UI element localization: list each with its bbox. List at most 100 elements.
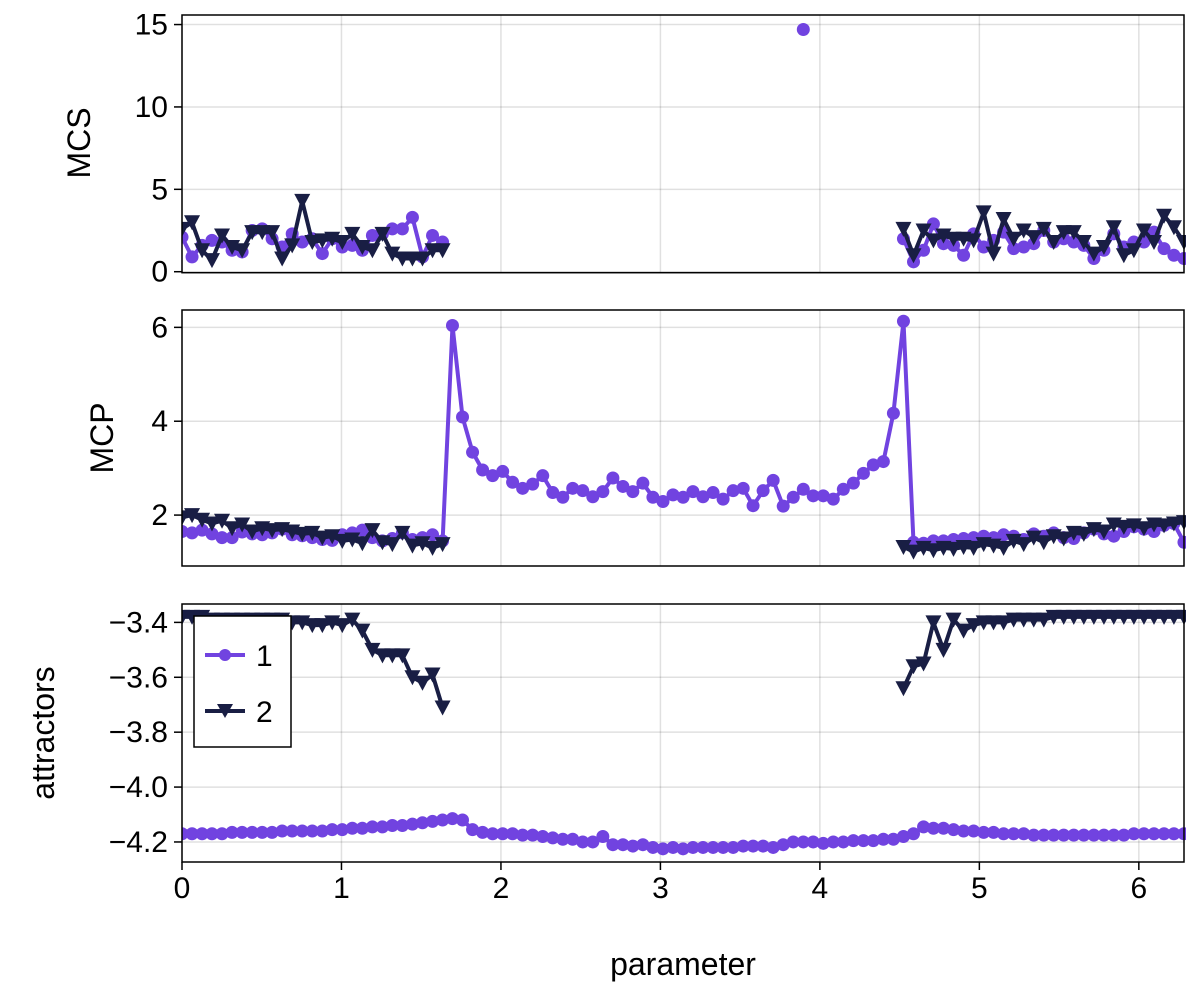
data-point-series-1 (466, 823, 480, 837)
data-point-series-2 (304, 618, 321, 634)
data-point-series-1 (856, 834, 870, 848)
data-point-series-2 (1015, 223, 1032, 239)
legend-marker-circle-icon (219, 649, 231, 661)
data-point-series-1 (586, 835, 600, 849)
data-point-series-2 (364, 243, 381, 259)
data-point-series-2 (324, 529, 341, 545)
data-point-series-1 (1087, 828, 1101, 842)
data-point-series-2 (334, 618, 351, 634)
data-point-series-2 (203, 253, 220, 269)
data-point-series-1 (445, 812, 459, 826)
x-tick-label: 5 (971, 872, 988, 905)
data-point-series-2 (925, 543, 942, 559)
axes-frame (181, 309, 1185, 567)
data-point-series-1 (606, 838, 620, 852)
data-point-series-1 (997, 827, 1011, 841)
data-point-series-1 (195, 827, 209, 841)
data-point-series-1 (205, 827, 219, 841)
data-point-series-2 (1105, 220, 1122, 236)
data-point-series-1 (776, 499, 790, 513)
data-point-series-1 (866, 458, 880, 472)
data-point-series-2 (1135, 223, 1152, 239)
data-point-series-2 (1145, 609, 1162, 625)
axes-frame (181, 603, 1185, 863)
data-point-series-1 (516, 828, 530, 842)
data-point-series-1 (816, 489, 830, 503)
y-tick-label: −3.8 (109, 716, 168, 749)
data-point-series-1 (616, 838, 630, 852)
data-point-series-1 (636, 838, 650, 852)
data-point-series-1 (426, 814, 440, 828)
data-point-series-2 (985, 615, 1002, 631)
series-line-2 (182, 614, 1184, 709)
data-point-series-1 (606, 471, 620, 485)
data-point-series-1 (576, 484, 590, 498)
data-point-series-2 (925, 233, 942, 249)
y-tick-label: −3.6 (109, 661, 168, 694)
data-point-series-2 (1065, 609, 1082, 625)
data-point-series-2 (965, 233, 982, 249)
data-point-series-1 (1047, 828, 1061, 842)
data-point-series-1 (846, 834, 860, 848)
data-point-series-1 (656, 494, 670, 508)
data-point-series-2 (284, 238, 301, 254)
data-point-series-2 (404, 670, 421, 686)
data-point-series-2 (1035, 221, 1052, 237)
data-point-series-2 (915, 656, 932, 672)
data-point-series-2 (905, 544, 922, 560)
data-point-series-1 (1107, 828, 1121, 842)
data-point-series-1 (836, 482, 850, 496)
data-point-series-2 (184, 215, 201, 231)
y-tick-label: 15 (135, 9, 168, 42)
data-point-series-2 (1115, 609, 1132, 625)
data-point-series-1 (936, 237, 950, 251)
data-point-series-1 (907, 827, 921, 841)
x-tick-label: 3 (652, 872, 669, 905)
data-point-series-2 (304, 235, 321, 251)
data-point-series-1 (526, 477, 540, 491)
data-point-series-1 (466, 445, 480, 459)
data-point-series-1 (806, 489, 820, 503)
data-point-series-1 (476, 463, 490, 477)
x-tick-label: 4 (812, 872, 829, 905)
data-point-series-2 (1105, 609, 1122, 625)
data-point-series-1 (566, 832, 580, 846)
data-point-series-1 (796, 482, 810, 496)
data-point-series-1 (616, 479, 630, 493)
data-point-series-1 (947, 823, 961, 837)
legend-frame (193, 615, 292, 748)
data-point-series-1 (716, 840, 730, 854)
data-point-series-1 (716, 492, 730, 506)
data-point-series-1 (546, 486, 560, 500)
data-point-series-2 (424, 667, 441, 683)
data-point-series-1 (1117, 828, 1131, 842)
data-point-series-1 (1037, 828, 1051, 842)
panel-mcs: 0 5 10 15 (135, 9, 1186, 289)
data-point-series-2 (1005, 231, 1022, 247)
data-point-series-2 (925, 615, 942, 631)
legend-label-2: 2 (256, 696, 273, 729)
data-point-series-1 (997, 528, 1011, 542)
data-point-series-2 (1055, 531, 1072, 547)
data-point-series-1 (676, 842, 690, 856)
data-point-series-1 (1067, 235, 1081, 249)
data-point-series-2 (1165, 220, 1182, 236)
data-point-series-1 (826, 492, 840, 506)
data-point-series-1 (576, 835, 590, 849)
data-point-series-2 (224, 521, 241, 537)
data-point-series-1 (957, 248, 971, 262)
data-point-series-2 (1005, 612, 1022, 628)
data-point-series-1 (596, 485, 610, 499)
data-point-series-1 (866, 834, 880, 848)
data-point-series-1 (596, 829, 610, 843)
data-point-series-2 (1125, 609, 1142, 625)
data-point-series-2 (234, 517, 251, 533)
data-point-series-1 (917, 820, 931, 834)
data-point-series-2 (364, 642, 381, 658)
data-point-series-1 (746, 499, 760, 513)
data-point-series-1 (445, 318, 459, 332)
data-point-series-2 (214, 228, 231, 244)
data-point-series-2 (985, 246, 1002, 262)
data-point-series-1 (926, 217, 940, 231)
